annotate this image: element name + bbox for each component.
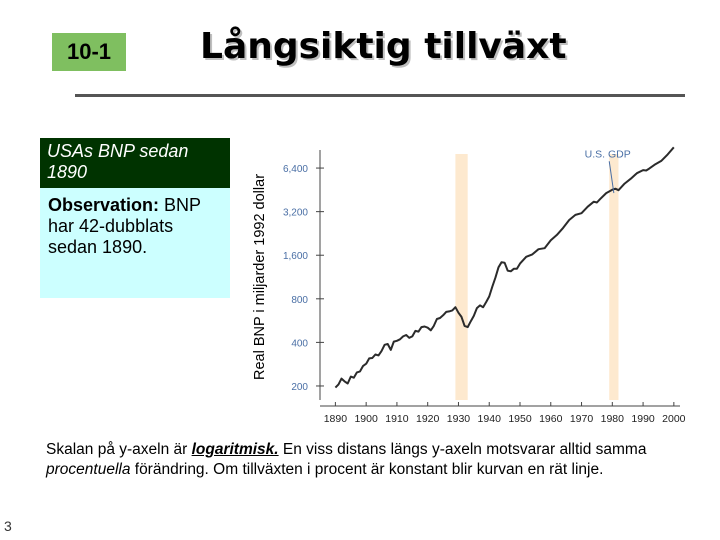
section-badge: 10-1 bbox=[52, 33, 126, 71]
x-tick-label-6: 1950 bbox=[508, 413, 532, 425]
y-tick-label-3: 1,600 bbox=[283, 251, 308, 262]
series-line-0 bbox=[334, 146, 675, 389]
x-tick-label-8: 1970 bbox=[570, 413, 594, 425]
caption-emphasis-percent: procentuella bbox=[46, 461, 131, 478]
y-tick-label-4: 3,200 bbox=[283, 208, 308, 219]
y-tick-label-2: 800 bbox=[291, 295, 308, 306]
observation-label: Observation: bbox=[48, 195, 160, 215]
x-tick-label-0: 1890 bbox=[324, 413, 348, 425]
x-tick-label-5: 1940 bbox=[478, 413, 502, 425]
gdp-chart: 200 400 800 1,600 3,200 6,400 1890 1900 1910 1920… bbox=[283, 146, 686, 425]
x-tick-label-3: 1920 bbox=[416, 413, 440, 425]
x-tick-label-1: 1900 bbox=[354, 413, 378, 425]
slide-title: Långsiktig tillväxt bbox=[200, 26, 567, 67]
x-tick-label-4: 1930 bbox=[447, 413, 471, 425]
caption-part-5: förändring. Om tillväxten i procent är k… bbox=[130, 461, 604, 478]
caption-emphasis-log: logaritmisk. bbox=[191, 441, 279, 458]
series-label-0: U.S. GDP bbox=[585, 148, 631, 160]
observation-text: BNP har 42-dubblats sedan 1890. bbox=[48, 195, 201, 257]
y-tick-label-0: 200 bbox=[291, 382, 308, 393]
shaded-period-1 bbox=[609, 154, 619, 400]
caption: Skalan på y-axeln är logaritmisk. En vis… bbox=[46, 440, 686, 480]
caption-part-1: Skalan på y-axeln är bbox=[46, 441, 192, 458]
x-tick-label-11: 2000 bbox=[662, 413, 686, 425]
series-label-leader-0 bbox=[608, 161, 615, 194]
observation-box: Observation: BNP har 42-dubblats sedan 1… bbox=[40, 188, 230, 298]
shaded-period-0 bbox=[455, 154, 468, 400]
y-tick-label-5: 6,400 bbox=[283, 164, 308, 175]
x-tick-label-10: 1990 bbox=[631, 413, 655, 425]
title-divider bbox=[75, 94, 685, 97]
y-axis-label: Real BNP i miljarder 1992 dollar bbox=[252, 173, 268, 381]
x-tick-label-7: 1960 bbox=[539, 413, 563, 425]
slide-number: 3 bbox=[4, 518, 12, 534]
sidebar-heading: USAs BNP sedan 1890 bbox=[40, 138, 230, 188]
x-tick-label-2: 1910 bbox=[385, 413, 409, 425]
y-tick-label-1: 400 bbox=[291, 338, 308, 349]
x-tick-label-9: 1980 bbox=[601, 413, 625, 425]
caption-part-3: En viss distans längs y-axeln motsvarar … bbox=[278, 441, 647, 458]
